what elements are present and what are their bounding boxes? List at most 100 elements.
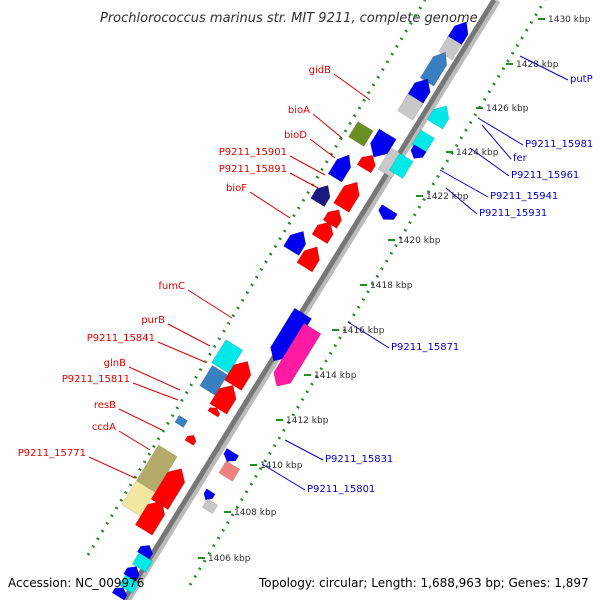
feature-block-3 [419,51,448,87]
left-gene-label: bioA [288,105,310,116]
scale-tick-label: 1416 kbp [342,326,385,336]
right-label-connector [469,147,510,177]
scale-tick-label: 1412 kbp [286,416,329,426]
right-gene-label: P9211_15831 [325,454,393,465]
right-label-connector [347,321,390,349]
left-label-connector [88,456,136,479]
accession-text: Accession: NC_009976 [8,576,144,590]
left-label-connector [132,382,179,401]
right-gene-label: P9211_15961 [511,170,579,181]
right-gene-label: P9211_15981 [525,139,593,150]
feature-block-25 [223,361,252,391]
scale-tick-label: 1418 kbp [370,281,413,291]
left-gene-label: bioD [284,130,307,141]
genome-summary-text: Topology: circular; Length: 1,688,963 bp… [258,576,589,590]
feature-block-12 [348,121,374,147]
scale-tick-label: 1410 kbp [260,461,303,471]
feature-block-19 [311,221,334,245]
backbone-shadow [123,0,501,600]
backbone [121,0,497,600]
left-gene-label: fumC [158,281,185,292]
feature-block-18 [322,209,342,229]
feature-block-35 [203,488,216,501]
right-gene-label: P9211_15941 [490,191,558,202]
left-label-connector [167,323,211,347]
left-label-connector [187,289,233,319]
gene-labels: gidB bioA bioD P9211_15901 P9211_15891 bioF fu… [18,65,594,495]
feature-block-40 [131,552,154,573]
right-gene-label: P9211_15801 [307,484,375,495]
right-label-connector [284,439,324,461]
feature-block-43 [111,587,128,600]
inner-dotted-ring [188,0,547,586]
feature-block-30 [184,434,197,446]
feature-block-14 [327,154,352,183]
feature-block-29 [174,414,189,428]
feature-block-11 [388,152,414,180]
feature-block-24 [211,339,244,374]
left-label-connector [312,113,343,139]
left-label-connector [333,73,371,101]
left-label-connector [309,138,336,159]
outer-dotted-ring [86,0,427,556]
right-label-connector [445,187,478,215]
map-title: Prochlorococcus marinus str. MIT 9211, c… [100,11,478,26]
left-gene-label: resB [94,400,116,411]
feature-block-17 [310,185,331,208]
right-label-connector [261,463,306,491]
feature-block-27 [209,384,237,415]
scale-tick-label: 1426 kbp [486,104,529,114]
feature-block-20 [283,230,307,256]
feature-block-42 [118,574,140,595]
right-gene-label: P9211_15871 [391,342,459,353]
left-label-connector [249,191,291,219]
feature-block-23 [273,322,322,387]
right-label-connector [439,169,489,198]
gene-features [111,21,469,600]
feature-block-34 [150,468,186,511]
left-gene-label: ccdA [92,422,116,433]
scale-tick-label: 1420 kbp [398,236,441,246]
right-label-connector [519,55,569,81]
left-gene-label: glnB [104,358,126,369]
scale-tick-label: 1408 kbp [234,508,277,518]
left-label-connector [118,408,163,431]
feature-block-32 [218,460,241,482]
feature-block-33 [135,444,178,493]
feature-block-13 [356,154,376,174]
right-label-connector [477,117,524,146]
left-gene-label: bioF [226,183,247,194]
left-gene-label: gidB [309,65,331,76]
feature-block-15 [333,181,360,213]
left-label-connector [289,172,319,189]
scale-tick-label: 1414 kbp [314,371,357,381]
scale-tick-label: 1406 kbp [208,554,251,564]
right-label-connector [481,124,512,160]
feature-block-9 [370,128,397,158]
left-gene-label: P9211_15901 [219,147,287,158]
feature-block-31 [223,447,240,462]
left-label-connector [157,341,206,363]
left-gene-label: P9211_15841 [87,333,155,344]
feature-block-28 [207,407,221,418]
left-gene-label: P9211_15891 [219,164,287,175]
right-gene-label: P9211_15931 [479,208,547,219]
left-gene-label: purB [141,315,165,326]
right-gene-label: putP [570,74,593,85]
feature-block-6 [426,105,450,130]
feature-block-5 [397,93,424,121]
feature-block-37 [121,480,156,517]
left-label-connector [118,430,151,451]
feature-block-8 [410,144,427,159]
feature-block-16 [378,204,398,220]
feature-block-36 [201,498,219,515]
feature-block-26 [199,364,229,396]
label-connectors [88,55,569,491]
feature-block-22 [270,307,313,362]
left-label-connector [289,155,326,176]
left-label-connector [128,366,181,391]
left-gene-label: P9211_15811 [62,374,130,385]
left-gene-label: P9211_15771 [18,448,86,459]
